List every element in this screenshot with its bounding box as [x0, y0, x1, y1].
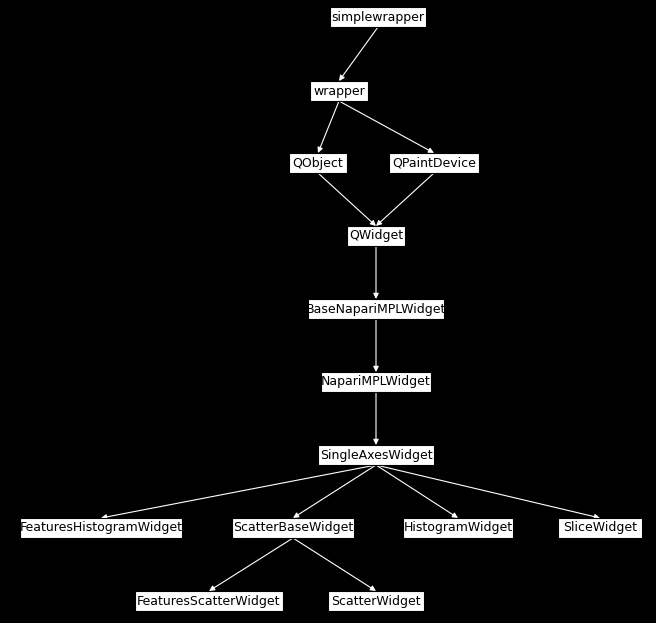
- FancyBboxPatch shape: [20, 518, 182, 538]
- FancyBboxPatch shape: [308, 299, 443, 319]
- Text: BaseNapariMPLWidget: BaseNapariMPLWidget: [306, 303, 446, 315]
- FancyBboxPatch shape: [328, 591, 424, 611]
- Text: QObject: QObject: [293, 156, 343, 169]
- FancyBboxPatch shape: [318, 445, 434, 465]
- FancyBboxPatch shape: [330, 7, 426, 27]
- Text: wrapper: wrapper: [313, 85, 365, 98]
- Text: QWidget: QWidget: [349, 229, 403, 242]
- FancyBboxPatch shape: [134, 591, 283, 611]
- Text: SingleAxesWidget: SingleAxesWidget: [319, 449, 432, 462]
- Text: ScatterBaseWidget: ScatterBaseWidget: [233, 521, 353, 535]
- FancyBboxPatch shape: [310, 81, 368, 101]
- Text: NapariMPLWidget: NapariMPLWidget: [321, 376, 431, 389]
- Text: QPaintDevice: QPaintDevice: [392, 156, 476, 169]
- Text: HistogramWidget: HistogramWidget: [403, 521, 512, 535]
- Text: FeaturesHistogramWidget: FeaturesHistogramWidget: [20, 521, 182, 535]
- Text: ScatterWidget: ScatterWidget: [331, 594, 420, 607]
- FancyBboxPatch shape: [289, 153, 347, 173]
- FancyBboxPatch shape: [558, 518, 642, 538]
- FancyBboxPatch shape: [389, 153, 479, 173]
- FancyBboxPatch shape: [321, 372, 431, 392]
- Text: simplewrapper: simplewrapper: [331, 11, 424, 24]
- FancyBboxPatch shape: [347, 226, 405, 246]
- Text: SliceWidget: SliceWidget: [563, 521, 637, 535]
- FancyBboxPatch shape: [232, 518, 354, 538]
- Text: FeaturesScatterWidget: FeaturesScatterWidget: [137, 594, 281, 607]
- FancyBboxPatch shape: [403, 518, 513, 538]
